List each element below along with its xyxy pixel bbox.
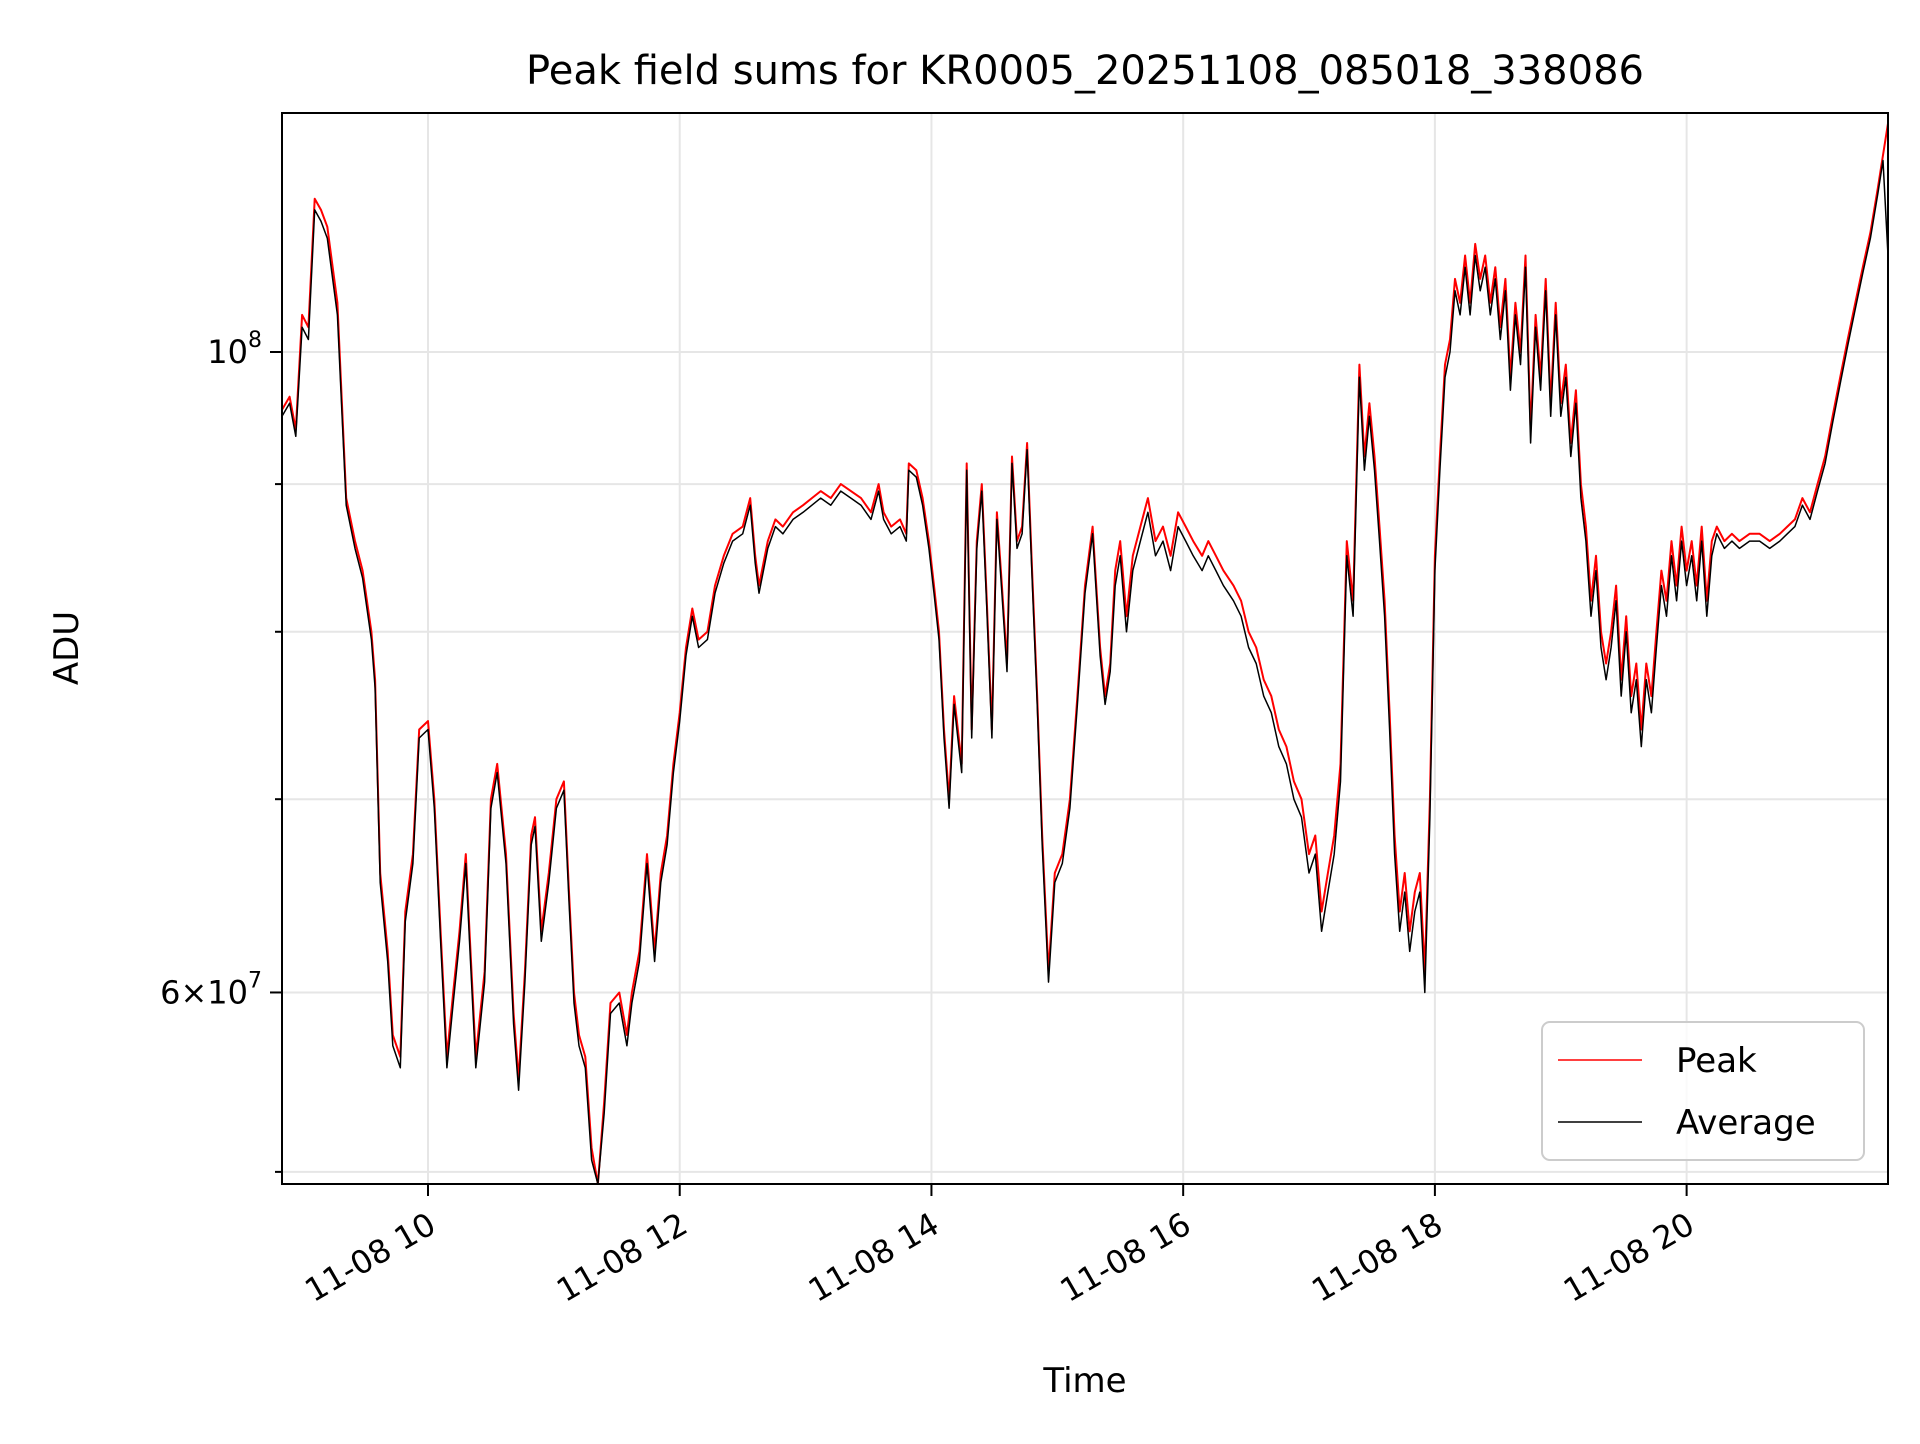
plot-frame [281,112,1889,1185]
y-axis-label: ADU [47,611,87,685]
y-tick-label-0: 108 [207,328,262,371]
series-layer [281,123,1889,1185]
legend: Peak Average [1541,1021,1865,1161]
legend-label-average: Average [1676,1103,1816,1143]
legend-box [1541,1021,1865,1161]
x-tick-label-4: 11-08 18 [1305,1205,1449,1310]
x-axis-label: Time [1042,1361,1126,1401]
legend-label-peak: Peak [1676,1041,1757,1081]
series-line-peak [281,123,1889,1185]
x-tick-label-2: 11-08 14 [802,1205,946,1310]
x-tick-label-3: 11-08 16 [1054,1205,1198,1310]
grid-layer [282,113,1888,1184]
x-tick-label-0: 11-08 10 [298,1205,442,1310]
x-tick-label-5: 11-08 20 [1557,1205,1701,1310]
series-line-average [281,159,1889,1185]
y-tick-label-1: 6×107 [160,968,262,1011]
tick-layer: 11-08 10 11-08 12 11-08 14 11-08 16 11-08 18… [160,328,1701,1310]
chart-title: Peak field sums for KR0005_20251108_0850… [526,48,1644,94]
x-tick-label-1: 11-08 12 [550,1205,694,1310]
